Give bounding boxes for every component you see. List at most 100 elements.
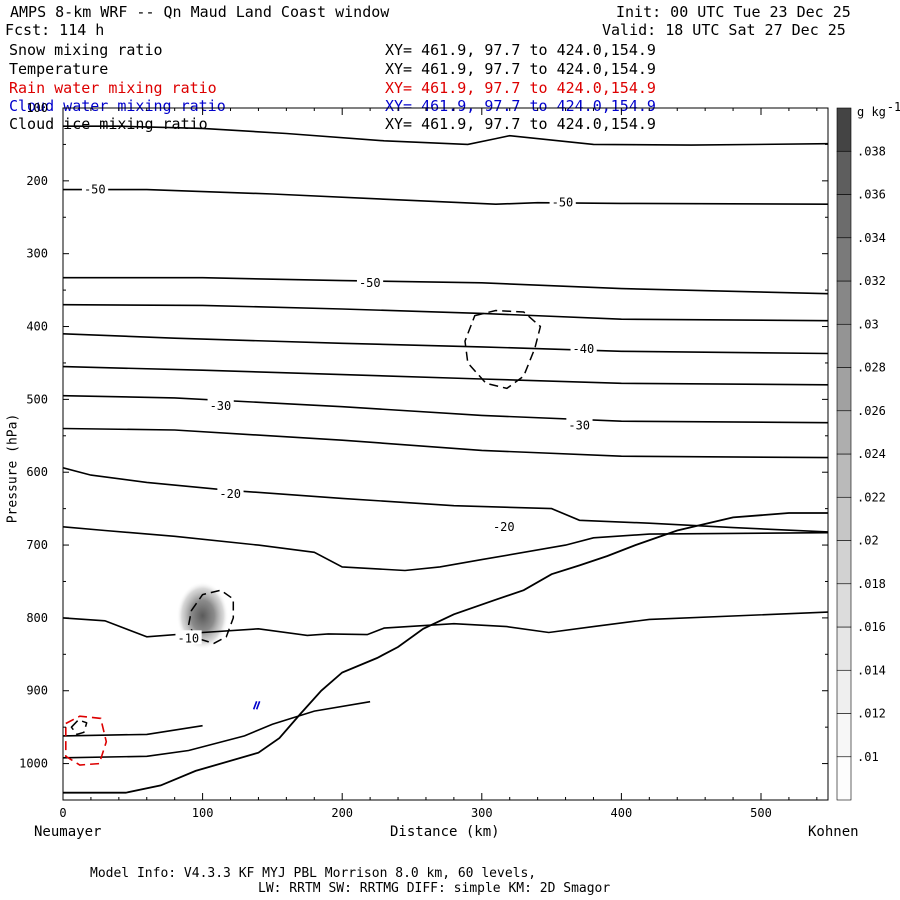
temperature-label: -30 (568, 419, 590, 433)
x-tick-label: 0 (59, 806, 66, 820)
colorbar-swatch (836, 323, 852, 368)
temperature-label-bg (566, 417, 593, 432)
field-name: Snow mixing ratio (9, 41, 163, 59)
temperature-isotherm (63, 700, 371, 759)
temperature-label-bg (356, 274, 384, 289)
model-info: Model Info: V4.3.3 KF MYJ PBL Morrison 8… (90, 866, 537, 881)
y-tick-label: 300 (26, 247, 48, 261)
colorbar-swatch (836, 280, 852, 325)
y-tick-label: 500 (26, 392, 48, 406)
colorbar-label: .038 (857, 144, 886, 158)
colorbar-swatch (836, 194, 852, 239)
field-xy: XY= 461.9, 97.7 to 424.0,154.9 (385, 79, 656, 97)
temperature-label: -10 (177, 631, 199, 645)
x-axis-title: Distance (km) (390, 824, 500, 840)
temperature-isotherm (63, 467, 828, 533)
valid-time: Valid: 18 UTC Sat 27 Dec 25 (602, 21, 846, 39)
temperature-isotherm (63, 303, 828, 322)
colorbar-swatch (836, 150, 852, 195)
colorbar-unit: g kg (857, 105, 886, 119)
init-time: Init: 00 UTC Tue 23 Dec 25 (616, 3, 851, 21)
temperature-label: -50 (552, 196, 574, 210)
x-tick-label: 100 (192, 806, 214, 820)
cloud-water-contour (252, 701, 261, 710)
colorbar-swatch (836, 496, 852, 541)
temperature-isotherm (63, 427, 828, 459)
temperature-label: -50 (84, 183, 106, 197)
colorbar-label: .012 (857, 707, 886, 721)
colorbar-label: .028 (857, 361, 886, 375)
temperature-isotherm (63, 188, 828, 206)
temperature-label-bg (549, 194, 576, 209)
y-tick-label: 100 (26, 101, 48, 115)
colorbar-label: .014 (857, 663, 886, 677)
x-tick-label: 300 (471, 806, 493, 820)
temperature-label-bg (81, 181, 109, 196)
temperature-isotherm (63, 276, 828, 295)
model-info-2: LW: RRTM SW: RRTMG DIFF: simple KM: 2D S… (258, 881, 611, 896)
temperature-label: -30 (210, 399, 232, 413)
colorbar-label: .016 (857, 620, 886, 634)
y-tick-label: 900 (26, 684, 48, 698)
colorbar-label: .03 (857, 317, 879, 331)
temperature-isotherm (63, 526, 828, 572)
colorbar-swatch (836, 107, 852, 152)
field-xy: XY= 461.9, 97.7 to 424.0,154.9 (385, 97, 656, 115)
colorbar-swatch (836, 713, 852, 758)
colorbar-label: .018 (857, 577, 886, 591)
colorbar-label: .01 (857, 750, 879, 764)
colorbar-label: .024 (857, 447, 886, 461)
y-tick-label: 800 (26, 611, 48, 625)
field-name: Temperature (9, 60, 109, 78)
x-end-label: Kohnen (808, 824, 859, 840)
temperature-label-bg (217, 486, 244, 501)
forecast-hour: Fcst: 114 h (5, 21, 105, 39)
colorbar-swatch (836, 453, 852, 498)
plot-frame (62, 107, 829, 801)
field-xy: XY= 461.9, 97.7 to 424.0,154.9 (385, 41, 656, 59)
temperature-label-bg (570, 341, 597, 356)
y-tick-label: 200 (26, 174, 48, 188)
x-start-label: Neumayer (34, 824, 102, 840)
colorbar-swatch (836, 626, 852, 671)
temperature-isotherm (63, 611, 828, 638)
temperature-label-bg (490, 518, 518, 533)
x-tick-label: 200 (331, 806, 353, 820)
colorbar-unit-exponent: -1 (887, 100, 900, 114)
y-tick-label: 1000 (19, 757, 48, 771)
colorbar-label: .034 (857, 231, 886, 245)
x-tick-label: 400 (611, 806, 633, 820)
colorbar-label: .036 (857, 188, 886, 202)
colorbar-label: .032 (857, 274, 886, 288)
field-name: Cloud ice mixing ratio (9, 115, 208, 133)
colorbar-swatch (836, 367, 852, 412)
temperature-label: -20 (493, 520, 515, 534)
chart-title: AMPS 8-km WRF -- Qn Maud Land Coast wind… (10, 3, 390, 21)
y-tick-label: 600 (26, 465, 48, 479)
temperature-isotherm (63, 333, 828, 355)
terrain-surface-line (63, 512, 828, 794)
colorbar-label: .02 (857, 534, 879, 548)
temperature-isotherm (63, 125, 828, 146)
temperature-label: -50 (359, 276, 381, 290)
y-tick-label: 700 (26, 538, 48, 552)
colorbar-swatch (836, 237, 852, 282)
y-axis-title: Pressure (hPa) (5, 413, 21, 524)
temperature-label: -20 (219, 487, 241, 501)
temperature-isotherm (63, 724, 203, 737)
colorbar-swatch (836, 756, 852, 801)
temperature-isotherm (63, 365, 828, 386)
temperature-label: -40 (573, 342, 595, 356)
temperature-isotherm (63, 394, 828, 424)
field-xy: XY= 461.9, 97.7 to 424.0,154.9 (385, 60, 656, 78)
colorbar-swatch (836, 669, 852, 714)
rain-contour (65, 715, 108, 766)
y-tick-label: 400 (26, 320, 48, 334)
x-tick-label: 500 (750, 806, 772, 820)
colorbar-swatch (836, 540, 852, 585)
colorbar-label: .022 (857, 490, 886, 504)
snow-contour (464, 309, 542, 390)
field-name: Rain water mixing ratio (9, 79, 217, 97)
colorbar-label: .026 (857, 404, 886, 418)
colorbar-swatch (836, 583, 852, 628)
